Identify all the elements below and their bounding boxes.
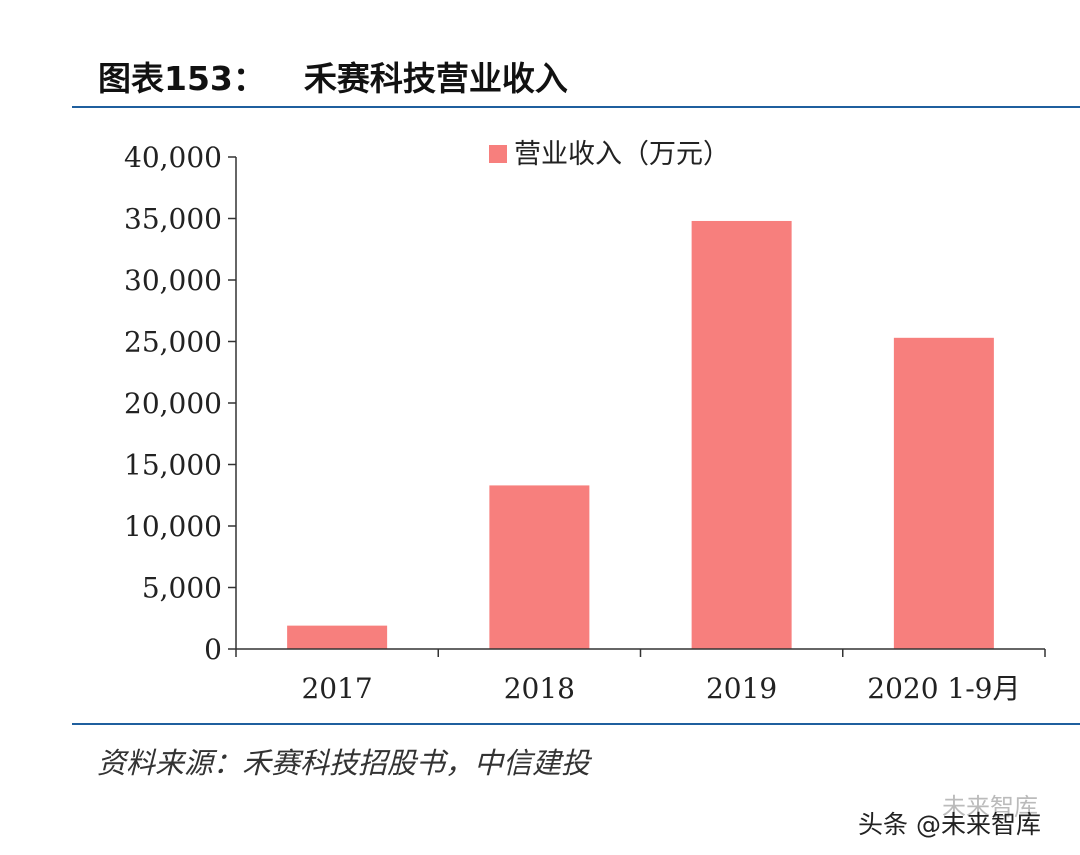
figure-label: 图表153： [98,59,266,98]
x-tick-label: 2017 [301,672,372,705]
legend-label: 营业收入（万元） [514,139,730,170]
legend-swatch [489,145,507,163]
figure-title-text: 禾赛科技营业收入 [303,59,568,98]
bar-2017 [287,625,388,649]
legend-group: 营业收入（万元） [489,139,730,170]
bar-2018 [489,485,590,649]
y-tick-label: 40,000 [124,141,222,174]
y-tick-label: 35,000 [124,203,222,236]
y-tick-label: 10,000 [124,510,222,543]
source-note: 资料来源：禾赛科技招股书，中信建投 [97,746,591,780]
bar-2019 [691,220,792,649]
y-tick-label: 30,000 [124,264,222,297]
watermark-ghost: 未来智库 [942,793,1038,821]
bars-group [287,220,994,649]
y-tick-label: 5,000 [142,572,222,605]
x-tick-label: 2018 [504,672,575,705]
watermark: 头条 @未来智库 [858,810,1041,839]
y-tick-label: 25,000 [124,326,222,359]
bar-2020-1-9月 [893,337,994,649]
axes-group: 0 5,000 10,000 15,000 20,000 25,000 30,000 35,0… [124,141,1046,705]
y-tick-label: 15,000 [124,449,222,482]
bottom-rule [72,723,1080,725]
figure-title: 图表153： 禾赛科技营业收入 [98,52,568,100]
x-tick-label: 2019 [706,672,777,705]
x-tick-label: 2020 1-9月 [867,672,1020,705]
top-rule [72,106,1080,108]
y-tick-label: 20,000 [124,387,222,420]
y-tick-label: 0 [204,633,222,666]
